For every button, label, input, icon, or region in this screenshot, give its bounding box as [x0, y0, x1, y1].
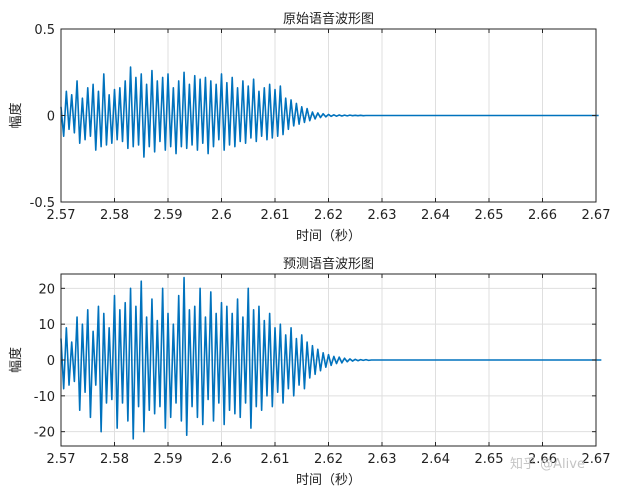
y-tick-label: -10: [34, 390, 55, 405]
x-tick-label: 2.64: [421, 452, 450, 467]
x-tick-label: 2.57: [47, 208, 76, 223]
y-tick-label: -20: [34, 426, 55, 441]
x-tick-label: 2.64: [421, 208, 450, 223]
chart-title: 预测语音波形图: [283, 256, 374, 272]
y-tick-label: 0: [47, 110, 55, 125]
y-tick-label: 0.5: [34, 23, 55, 38]
x-tick-label: 2.65: [475, 208, 504, 223]
y-axis-label: 幅度: [8, 347, 24, 373]
x-tick-label: 2.6: [211, 208, 232, 223]
x-tick-label: 2.61: [261, 452, 290, 467]
x-tick-label: 2.65: [475, 452, 504, 467]
x-tick-label: 2.6: [211, 452, 232, 467]
y-axis-label: 幅度: [8, 102, 24, 128]
x-tick-label: 2.66: [528, 208, 557, 223]
x-tick-label: 2.59: [154, 208, 183, 223]
x-tick-label: 2.67: [582, 452, 611, 467]
waveform-line: [60, 66, 599, 158]
y-tick-label: 20: [38, 282, 55, 297]
chart-original-waveform: 2.57 2.58 2.59 2.6 2.61 2.62 2.63 2.64 2.65 2.66 2…: [8, 11, 610, 244]
x-axis-label: 时间（秒）: [296, 229, 361, 244]
chart-predicted-waveform: 2.57 2.58 2.59 2.6 2.61 2.62 2.63 2.64 2.65 2.66 2…: [8, 256, 610, 488]
x-tick-label: 2.58: [100, 452, 129, 467]
y-tick-label: 0: [47, 354, 55, 369]
x-tick-label: 2.57: [47, 452, 76, 467]
y-tick-label: -0.5: [30, 196, 55, 211]
x-tick-label: 2.61: [261, 208, 290, 223]
x-tick-label: 2.66: [528, 452, 557, 467]
watermark-text: 知乎 @Alive: [510, 456, 585, 472]
chart-title: 原始语音波形图: [283, 11, 374, 27]
x-tick-label: 2.63: [368, 452, 397, 467]
x-tick-label: 2.59: [154, 452, 183, 467]
x-tick-label: 2.62: [314, 452, 343, 467]
x-axis-label: 时间（秒）: [296, 473, 361, 488]
x-tick-label: 2.62: [314, 208, 343, 223]
x-tick-label: 2.58: [100, 208, 129, 223]
waveform-line: [60, 276, 602, 440]
x-tick-label: 2.67: [582, 208, 611, 223]
x-tick-label: 2.63: [368, 208, 397, 223]
y-tick-label: 10: [38, 318, 55, 333]
